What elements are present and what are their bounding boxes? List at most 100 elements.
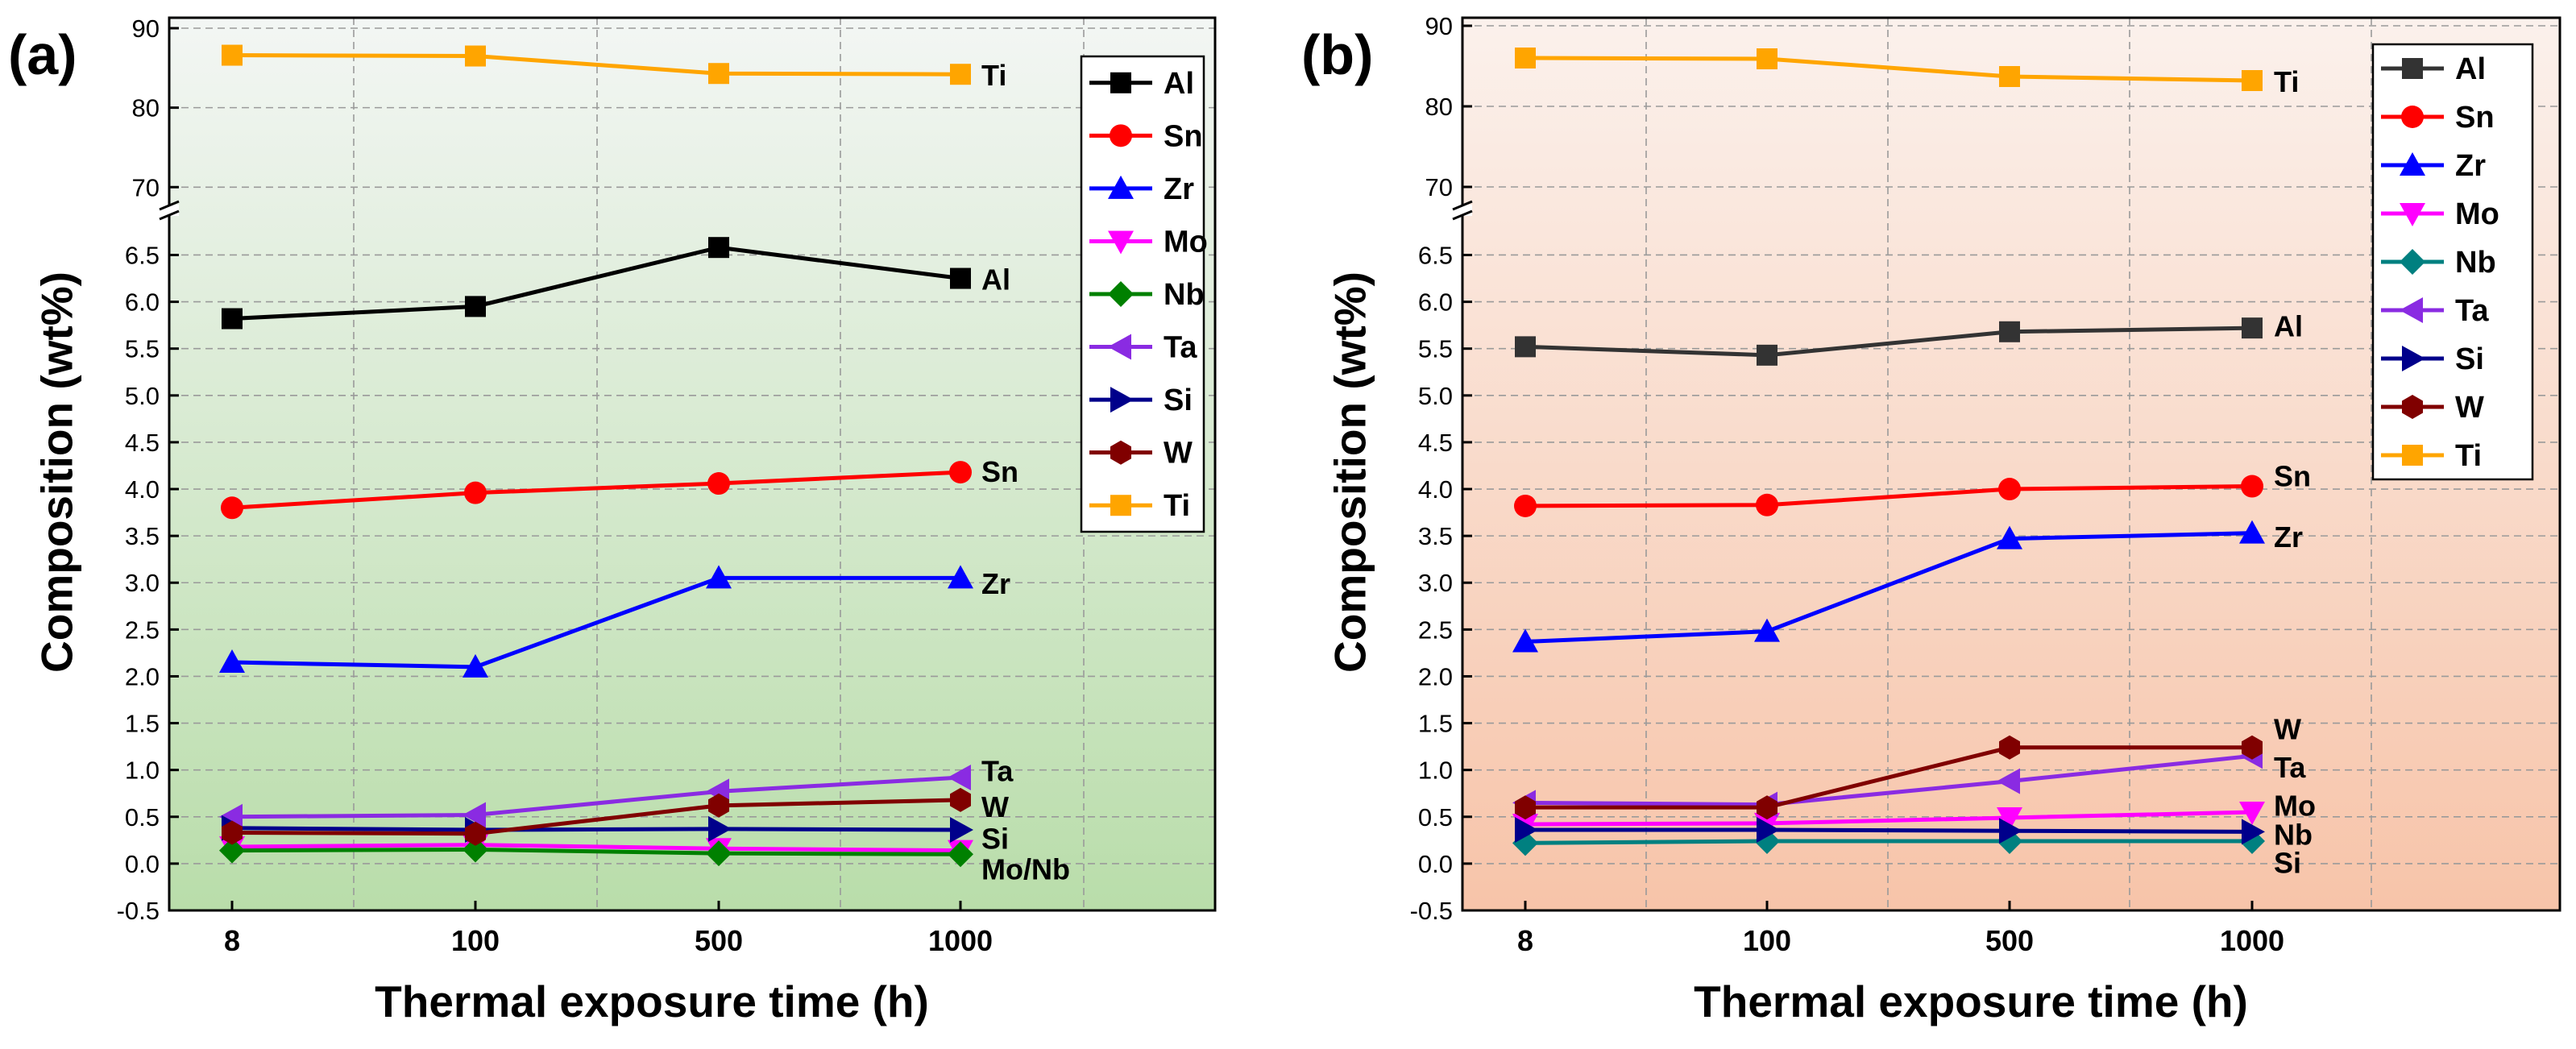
legend-label: Al [1164, 67, 1194, 101]
data-point [948, 764, 971, 790]
series-annotation: Al [981, 263, 1010, 296]
y-tick-label: 5.0 [125, 382, 160, 410]
x-tick-label: 500 [695, 924, 743, 957]
y-tick-label: 6.0 [1418, 288, 1453, 317]
data-point [708, 63, 729, 85]
legend-marker [1108, 175, 1134, 199]
data-point [1754, 618, 1780, 642]
y-tick-label: 70 [132, 173, 160, 201]
legend: Al Sn Zr Mo Nb Ta Si W Ti [1080, 55, 1208, 533]
series-annotation: Nb [2274, 819, 2313, 852]
legend-marker [2401, 106, 2424, 128]
legend-marker [2400, 249, 2425, 275]
legend-marker [2402, 445, 2423, 466]
data-point [707, 472, 730, 495]
data-point [2242, 317, 2263, 339]
data-point [1515, 336, 1536, 358]
series-line [1524, 753, 2253, 807]
legend-label: Mo [1164, 225, 1208, 259]
x-tick-label: 100 [451, 924, 500, 957]
y-tick-label: 2.5 [1418, 616, 1453, 644]
data-point [2239, 520, 2265, 544]
legend-label: Nb [1164, 278, 1205, 312]
y-axis: -0.5 0.0 0.5 1.0 1.5 2.0 2.5 3.0 3.5 4.0 4.5 5.0 5.5… [1410, 12, 1472, 925]
legend-marker [1110, 124, 1132, 147]
legend-marker [2402, 58, 2423, 79]
data-point [463, 802, 486, 828]
series-zr [1512, 520, 2265, 653]
series-annotation: Al [2274, 310, 2303, 343]
legend-marker [2400, 297, 2423, 323]
legend-label: W [2455, 391, 2484, 425]
data-point [465, 296, 486, 317]
legend-marker [1108, 281, 1134, 307]
series-annotation: Sn [2274, 460, 2311, 493]
series-annotation: Si [2274, 847, 2301, 880]
legend-label: Zr [1164, 172, 1194, 206]
y-tick-label: 2.0 [1418, 662, 1453, 690]
legend-label: Nb [2455, 246, 2496, 280]
x-tick-label: 500 [1985, 924, 2034, 957]
data-point [708, 237, 729, 259]
x-tick-label: 1000 [2220, 924, 2284, 957]
data-point [219, 649, 245, 674]
legend-marker [2400, 203, 2425, 226]
legend-label: Ti [1164, 489, 1190, 523]
y-tick-label: 6.5 [125, 241, 160, 269]
panel-label: (b) [1301, 23, 1373, 86]
data-point [1514, 494, 1537, 517]
y-tick-label: 1.5 [1418, 710, 1453, 738]
y-tick-label: 5.5 [125, 335, 160, 363]
axis-break-mark [159, 200, 180, 211]
axis-break-mark [159, 209, 180, 221]
series-line [231, 798, 961, 836]
legend-label: Mo [2455, 197, 2499, 231]
y-tick-label: 4.0 [1418, 475, 1453, 504]
legend-marker [1110, 387, 1134, 413]
legend-label: W [1164, 437, 1193, 471]
chart-panel-b: -0.5 0.0 0.5 1.0 1.5 2.0 2.5 3.0 3.5 4.0 4.5 5.0 5.5… [1301, 12, 2561, 1026]
series-ti [1515, 48, 2263, 91]
legend-label: Sn [2455, 101, 2495, 135]
y-tick-label: 0.0 [125, 850, 160, 878]
legend-marker [1110, 440, 1131, 465]
data-point [1999, 818, 2022, 844]
y-tick-label: -0.5 [1410, 897, 1453, 925]
series-annotation: Si [981, 822, 1009, 855]
x-axis-title: Thermal exposure time (h) [1694, 976, 2248, 1026]
data-point [950, 817, 973, 844]
data-point [2242, 735, 2263, 760]
y-tick-label: 1.0 [125, 757, 160, 785]
data-point [1515, 795, 1536, 820]
x-tick-label: 100 [1743, 924, 1791, 957]
data-point [708, 815, 732, 842]
y-tick-label: 2.0 [125, 662, 160, 690]
series-line [231, 245, 961, 321]
series-line [231, 775, 961, 819]
data-point [948, 841, 973, 868]
y-tick-label: 0.0 [1418, 850, 1453, 878]
y-tick-label: 4.5 [125, 429, 160, 457]
series-w [222, 787, 971, 846]
data-point [1997, 768, 2020, 794]
series-annotation: Ta [981, 755, 1014, 788]
y-axis-title: Composition (wt%) [1325, 272, 1375, 673]
y-axis: -0.5 0.0 0.5 1.0 1.5 2.0 2.5 3.0 3.5 4.0 4.5 5.0 5.5… [117, 15, 179, 925]
y-tick-label: 1.5 [125, 710, 160, 738]
y-tick-label: 3.0 [125, 569, 160, 597]
y-tick-label: 1.0 [1418, 757, 1453, 785]
panel-label: (a) [8, 23, 77, 86]
legend-label: Zr [2455, 149, 2486, 183]
x-tick-label: 8 [1517, 924, 1533, 957]
series-sn [1514, 475, 2263, 517]
series-annotation: Ti [2274, 65, 2299, 98]
data-point [950, 64, 971, 85]
data-point [221, 496, 243, 520]
x-axis: 8 100 500 1000 [224, 901, 993, 957]
y-tick-label: 5.0 [1418, 382, 1453, 410]
data-point [1757, 48, 1777, 69]
data-point [222, 44, 243, 66]
series-annotation: Zr [981, 567, 1010, 600]
data-point [706, 565, 732, 589]
